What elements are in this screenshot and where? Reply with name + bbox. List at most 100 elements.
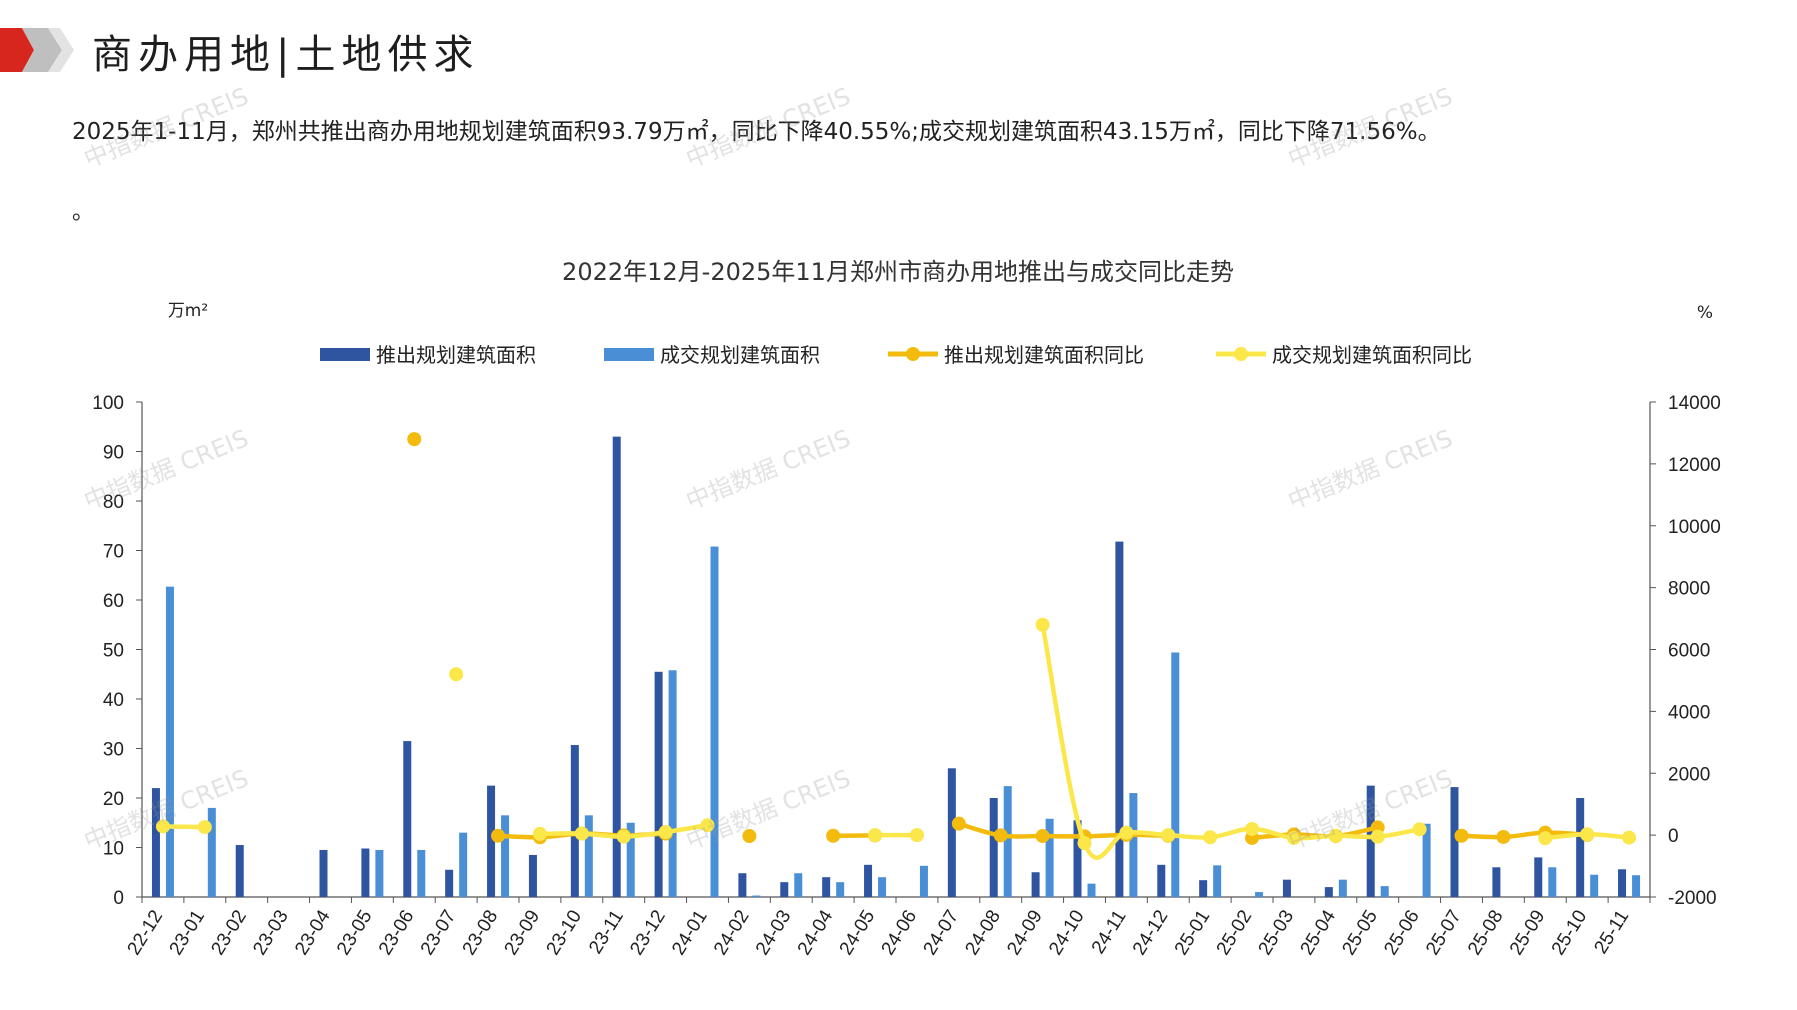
supply-bar bbox=[1073, 820, 1082, 897]
supply-yoy-point bbox=[993, 828, 1008, 843]
chart-axes bbox=[136, 401, 1656, 903]
deal-bar bbox=[668, 670, 677, 897]
deal-bar bbox=[207, 807, 216, 897]
deal-yoy-point bbox=[1245, 821, 1260, 836]
deal-bar bbox=[1003, 786, 1012, 897]
y-left-tick-label: 0 bbox=[113, 888, 124, 909]
y-left-tick-label: 80 bbox=[103, 492, 124, 513]
supply-yoy-point bbox=[407, 432, 422, 447]
x-tick-label: 24-04 bbox=[794, 906, 838, 959]
summary-text: 2025年1-11月，郑州共推出商办用地规划建筑面积93.79万㎡，同比下降40… bbox=[72, 119, 1441, 145]
y-left-tick-label: 100 bbox=[92, 393, 124, 414]
x-tick-label: 24-07 bbox=[920, 907, 964, 959]
x-tick-label: 23-09 bbox=[501, 907, 545, 959]
deal-yoy-point bbox=[658, 825, 673, 840]
x-tick-label: 24-11 bbox=[1088, 907, 1131, 958]
y-right-tick-label: -2000 bbox=[1668, 888, 1717, 909]
summary-trailing-mark: 。 bbox=[72, 200, 95, 225]
x-tick-label: 23-11 bbox=[585, 907, 628, 958]
supply-bar bbox=[570, 745, 579, 897]
deal-yoy-point bbox=[1119, 825, 1134, 840]
supply-bar bbox=[612, 436, 621, 897]
x-tick-label: 23-01 bbox=[166, 907, 210, 959]
x-tick-label: 23-08 bbox=[459, 907, 503, 959]
supply-bar bbox=[151, 788, 160, 897]
x-tick-label: 25-09 bbox=[1506, 907, 1550, 959]
supply-bar bbox=[1157, 864, 1166, 897]
x-tick-label: 23-05 bbox=[333, 907, 377, 959]
supply-bar bbox=[1199, 880, 1208, 897]
supply-bar bbox=[1366, 785, 1375, 897]
x-tick-label: 24-03 bbox=[752, 907, 796, 959]
y-right-tick-label: 4000 bbox=[1668, 702, 1710, 723]
y-right-tick-label: 10000 bbox=[1668, 517, 1721, 538]
supply-yoy-point bbox=[491, 828, 506, 843]
deal-yoy-point bbox=[449, 667, 464, 682]
page-title: 商办用地|土地供求 bbox=[92, 32, 480, 78]
x-tick-label: 24-02 bbox=[710, 907, 754, 959]
supply-bar bbox=[864, 864, 873, 897]
deal-bar bbox=[794, 873, 803, 897]
deal-yoy-point bbox=[1328, 828, 1343, 843]
deal-yoy-point bbox=[1203, 830, 1218, 845]
supply-bar bbox=[319, 849, 328, 897]
deal-bar bbox=[1590, 874, 1599, 897]
x-tick-label: 25-04 bbox=[1297, 906, 1341, 959]
supply-deal-chart: 推出规划建筑面积 成交规划建筑面积 推出规划建筑面积同比 成交规划建筑面积同比 202… bbox=[92, 258, 1721, 959]
x-tick-label: 25-06 bbox=[1380, 907, 1424, 959]
brand-logo bbox=[0, 28, 75, 72]
x-tick-label: 23-03 bbox=[249, 907, 293, 959]
deal-yoy-point bbox=[868, 828, 883, 843]
deal-yoy-point bbox=[1412, 822, 1427, 837]
deal-bar bbox=[584, 815, 593, 897]
supply-bar bbox=[445, 869, 454, 897]
y-right-tick-label: 8000 bbox=[1668, 579, 1710, 600]
x-tick-label: 25-11 bbox=[1590, 907, 1633, 958]
supply-bar bbox=[822, 877, 831, 897]
deal-yoy-point bbox=[1035, 617, 1050, 632]
x-tick-label: 24-12 bbox=[1129, 907, 1173, 959]
deal-bar bbox=[459, 832, 468, 897]
deal-bar bbox=[919, 865, 928, 897]
supply-bar bbox=[989, 798, 998, 897]
deal-bar bbox=[1087, 883, 1096, 897]
x-tick-label: 24-05 bbox=[836, 907, 880, 959]
deal-yoy-point bbox=[1161, 828, 1176, 843]
x-tick-label: 25-03 bbox=[1255, 907, 1299, 959]
x-tick-label: 23-06 bbox=[375, 907, 419, 959]
deal-yoy-point bbox=[155, 819, 170, 834]
chart-title: 2022年12月-2025年11月郑州市商办用地推出与成交同比走势 bbox=[562, 258, 1234, 286]
x-tick-label: 24-06 bbox=[878, 907, 922, 959]
y-left-tick-label: 20 bbox=[103, 789, 124, 810]
deal-bar bbox=[626, 822, 635, 897]
supply-bar bbox=[528, 854, 537, 897]
legend-label: 成交规划建筑面积 bbox=[660, 343, 820, 367]
deal-bar bbox=[1255, 892, 1264, 897]
chart-lines bbox=[155, 432, 1637, 860]
deal-bar bbox=[1045, 818, 1054, 897]
supply-bar bbox=[403, 741, 412, 897]
deal-yoy-point bbox=[1077, 836, 1092, 851]
deal-bar bbox=[1632, 875, 1641, 897]
supply-yoy-point bbox=[1454, 828, 1469, 843]
chart-legend: 推出规划建筑面积 成交规划建筑面积 推出规划建筑面积同比 成交规划建筑面积同比 bbox=[320, 343, 1472, 367]
deal-bar bbox=[1422, 823, 1431, 897]
deal-yoy-point bbox=[197, 820, 212, 835]
x-tick-label: 23-02 bbox=[207, 907, 251, 959]
y-left-tick-label: 60 bbox=[103, 591, 124, 612]
y-left-unit: 万m² bbox=[168, 301, 208, 321]
legend-swatch-bar bbox=[604, 348, 654, 361]
deal-yoy-point bbox=[700, 818, 715, 833]
y-left-tick-label: 70 bbox=[103, 542, 124, 563]
supply-bar bbox=[1324, 887, 1333, 897]
supply-yoy-point bbox=[1496, 829, 1511, 844]
supply-bar bbox=[1450, 787, 1459, 897]
deal-bar bbox=[1548, 867, 1557, 897]
y-left-tick-label: 90 bbox=[103, 443, 124, 464]
y-right-tick-label: 12000 bbox=[1668, 455, 1721, 476]
deal-yoy-point bbox=[532, 826, 547, 841]
supply-yoy-point bbox=[742, 829, 757, 844]
deal-bar bbox=[1213, 865, 1222, 897]
y-left-tick-label: 30 bbox=[103, 740, 124, 761]
deal-yoy-line bbox=[1040, 622, 1422, 860]
